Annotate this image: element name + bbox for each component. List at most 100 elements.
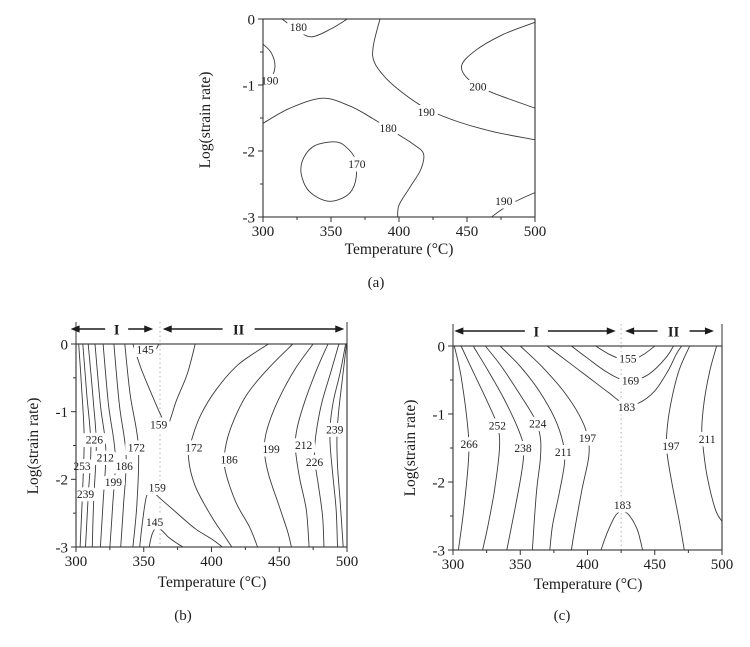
plot-c-caption: (c): [553, 608, 571, 624]
contour-line-b-186: [223, 343, 294, 548]
contour-line-c-183: [600, 510, 644, 551]
region-I-left-arrowhead: [70, 325, 80, 333]
region-label-c-II: II: [668, 325, 680, 341]
contour-label-c-169: 169: [622, 376, 640, 388]
contour-label-c-211-halo: 211: [555, 447, 572, 459]
x-tick-label-500: 500: [524, 224, 547, 240]
x-tick-label-350: 350: [133, 554, 156, 570]
contour-line-a-190: [372, 18, 536, 141]
contour-line-c-224: [484, 345, 542, 551]
contour-label-a-200-halo: 200: [469, 81, 487, 93]
contour-label-b-145: 145: [136, 344, 154, 356]
contour-label-a-190: 190: [261, 75, 279, 87]
x-tick-label-500: 500: [711, 557, 734, 573]
region-II-left-arrowhead: [625, 327, 635, 335]
region-label-b-I: I: [114, 323, 120, 339]
region-label-c-I: I: [534, 325, 540, 341]
region-II-right-arrowhead: [704, 327, 714, 335]
x-tick-label-300: 300: [65, 554, 88, 570]
contour-label-b-226-halo: 226: [86, 434, 104, 446]
plot-b-caption: (b): [174, 608, 192, 624]
contour-label-b-212-halo: 212: [295, 440, 313, 452]
contour-line-b-159: [139, 490, 223, 548]
contour-label-b-226: 226: [86, 434, 104, 446]
contour-line-b-159: [132, 343, 196, 427]
contour-label-b-253: 253: [73, 461, 91, 473]
contour-line-c-197: [519, 345, 590, 551]
contour-label-c-211: 211: [555, 447, 572, 459]
contour-label-c-211: 211: [699, 434, 716, 446]
contour-label-c-266: 266: [461, 439, 479, 451]
plot-b-x-axis-title: Temperature (°C): [157, 574, 267, 591]
y-tick-label--3: -3: [433, 543, 446, 559]
x-tick-label-400: 400: [200, 554, 223, 570]
contour-line-c-197: [665, 345, 691, 551]
contour-label-a-170: 170: [348, 159, 366, 171]
contour-line-b-212: [294, 343, 329, 548]
contour-line-c-155: [595, 345, 656, 361]
y-tick-label-0: 0: [61, 337, 69, 353]
contour-label-b-172: 172: [128, 443, 146, 455]
x-tick-label-300: 300: [252, 224, 275, 240]
contour-line-c-252: [460, 345, 501, 551]
contour-line-b-199: [102, 343, 116, 548]
contour-line-b-253: [336, 343, 347, 548]
x-tick-label-450: 450: [456, 224, 479, 240]
contour-label-b-145-halo: 145: [136, 344, 154, 356]
contour-label-b-172-halo: 172: [185, 443, 203, 455]
contour-label-b-159-halo: 159: [149, 482, 167, 494]
contour-label-b-186: 186: [116, 461, 134, 473]
y-tick-label--2: -2: [56, 473, 69, 489]
contour-label-c-197: 197: [662, 441, 680, 453]
contour-line-b-172: [124, 343, 140, 548]
contour-label-b-186-halo: 186: [220, 455, 238, 467]
contour-line-b-145: [137, 343, 160, 354]
contour-label-b-226: 226: [306, 457, 324, 469]
region-II-right-arrowhead: [335, 325, 345, 333]
contour-label-c-183-halo: 183: [618, 402, 636, 414]
region-I-right-arrowhead: [144, 325, 154, 333]
contour-label-b-239: 239: [326, 424, 344, 436]
contour-line-a-200: [461, 21, 536, 109]
contour-label-c-224: 224: [529, 419, 547, 431]
contour-label-a-170-halo: 170: [348, 159, 366, 171]
plot-b-y-axis-title: Log(strain rate): [25, 397, 42, 495]
contour-line-c-266: [453, 345, 470, 551]
contour-line-c-211: [701, 345, 723, 522]
x-tick-label-450: 450: [644, 557, 667, 573]
contour-label-c-238: 238: [514, 443, 532, 455]
y-tick-label--1: -1: [56, 405, 69, 421]
plot-a-y-axis-title: Log(strain rate): [197, 71, 214, 169]
contour-label-a-180-halo: 180: [379, 123, 397, 135]
contour-label-b-145-halo: 145: [146, 517, 164, 529]
contour-label-a-190: 190: [418, 107, 436, 119]
contour-label-b-226-halo: 226: [306, 457, 324, 469]
contour-label-a-190-halo: 190: [261, 75, 279, 87]
contour-label-c-266-halo: 266: [461, 439, 479, 451]
contour-line-c-169: [570, 345, 675, 382]
contour-label-b-212: 212: [295, 440, 313, 452]
contour-label-c-197: 197: [579, 433, 597, 445]
contour-label-b-186: 186: [220, 455, 238, 467]
contour-line-b-226: [313, 343, 340, 548]
contour-label-a-190: 190: [495, 196, 513, 208]
contour-label-b-239-halo: 239: [326, 424, 344, 436]
contour-label-b-199: 199: [262, 444, 280, 456]
contour-line-b-186: [113, 343, 127, 548]
contour-line-b-212: [94, 343, 107, 548]
contour-line-c-183: [546, 345, 683, 406]
contour-label-c-183: 183: [618, 402, 636, 414]
contour-label-a-190-halo: 190: [495, 196, 513, 208]
y-tick-label--1: -1: [243, 78, 256, 94]
contour-line-a-180: [262, 97, 425, 218]
y-tick-label-0: 0: [248, 12, 256, 28]
contour-label-c-252-halo: 252: [489, 421, 507, 433]
contour-label-c-238-halo: 238: [514, 443, 532, 455]
y-tick-label--1: -1: [433, 407, 446, 423]
contour-label-c-197-halo: 197: [662, 441, 680, 453]
x-tick-label-350: 350: [320, 224, 343, 240]
contour-label-c-183-halo: 183: [614, 500, 632, 512]
plot-a-border: [262, 18, 536, 218]
